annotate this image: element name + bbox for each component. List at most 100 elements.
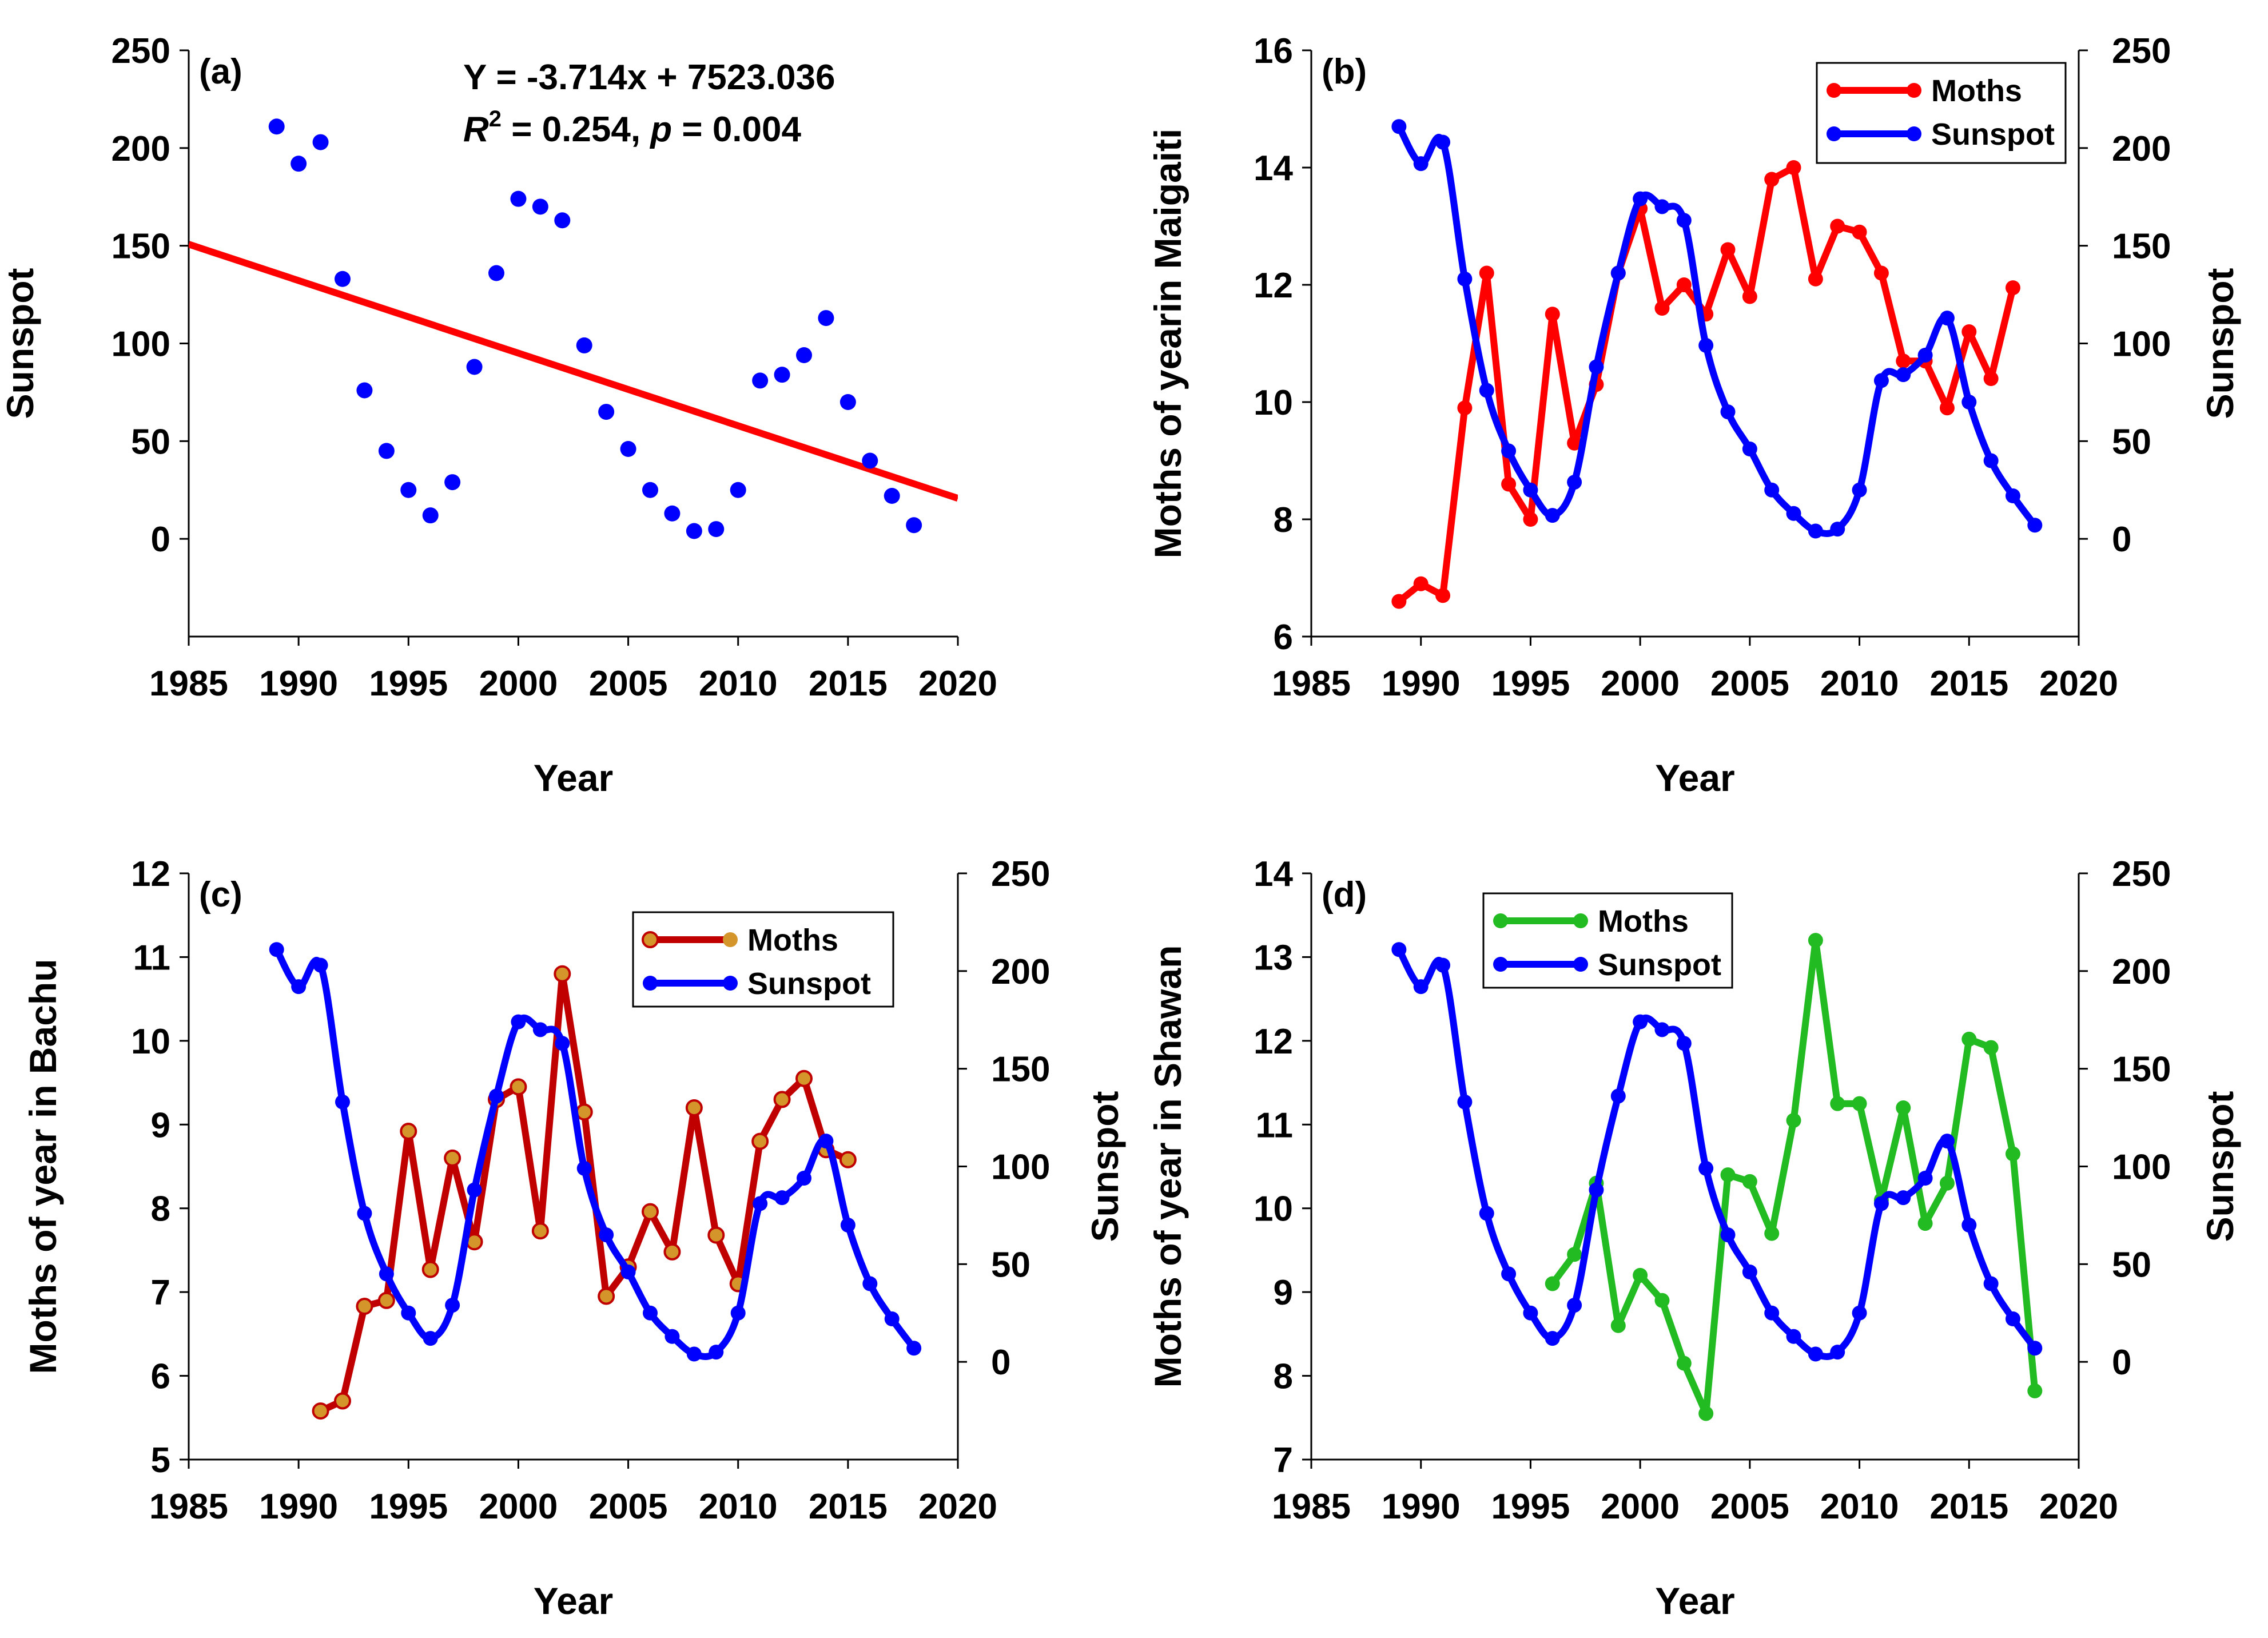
series-point-sunspot <box>1435 134 1451 150</box>
x-tick-label: 2000 <box>1601 1487 1680 1526</box>
legend-marker <box>1493 957 1508 972</box>
legend-marker <box>1827 126 1841 141</box>
series-point-moths <box>1896 1100 1911 1115</box>
y-tick-label: 13 <box>1254 938 1293 977</box>
panel-a: 1985 1990 1995 2000 2005 2010 2015 2020 0 50 100 15… <box>0 31 997 799</box>
scatter-point <box>598 404 615 420</box>
series-point-sunspot <box>1654 199 1670 214</box>
scatter-point <box>356 382 373 399</box>
series-point-sunspot <box>1764 482 1780 498</box>
x-tick-label: 2005 <box>1710 1487 1789 1526</box>
series-point-sunspot <box>643 1305 658 1321</box>
series-point-sunspot <box>1742 1265 1757 1279</box>
x-axis-title: Year <box>1655 757 1734 799</box>
x-tick-label: 1985 <box>149 1487 228 1526</box>
x-tick-label: 1985 <box>1272 664 1351 703</box>
series-point-sunspot <box>445 1298 460 1313</box>
scatter-point <box>620 441 636 457</box>
scatter-point <box>906 517 922 534</box>
scatter-point <box>730 482 746 498</box>
series-point-sunspot <box>1830 1345 1845 1360</box>
y-tick-label: 6 <box>1274 618 1293 657</box>
x-tick-label: 1995 <box>369 664 448 703</box>
series-point-moths <box>1501 476 1517 492</box>
x-tick-label: 2020 <box>918 1487 997 1526</box>
scatter-point <box>862 452 878 469</box>
series-point-moths <box>1610 1318 1626 1333</box>
x-tick-label: 1990 <box>1382 664 1461 703</box>
legend-marker <box>1493 913 1508 928</box>
series-point-moths <box>685 1099 703 1116</box>
y2-tick-label: 250 <box>2112 854 2171 894</box>
legend-label: Sunspot <box>1598 948 1721 982</box>
series-point-moths <box>1545 1276 1560 1291</box>
trend-line <box>189 241 958 502</box>
series-point-sunspot <box>1873 1196 1889 1211</box>
series-point-moths <box>1567 1247 1582 1262</box>
y-tick-label: 11 <box>1255 1106 1293 1145</box>
x-tick-label: 1995 <box>1491 1487 1570 1526</box>
y2-axis-title: Sunspot <box>2199 1091 2241 1242</box>
series-point-sunspot <box>1896 1190 1911 1206</box>
series-point-sunspot <box>1589 359 1604 375</box>
series-point-sunspot <box>1698 1160 1714 1176</box>
x-tick-label: 2015 <box>1929 664 2008 703</box>
series-point-moths <box>751 1132 769 1150</box>
x-tick-label: 2010 <box>699 1487 778 1526</box>
series-point-sunspot <box>774 1190 790 1206</box>
y2-tick-label: 50 <box>2112 422 2151 462</box>
panel-label: (c) <box>199 875 242 915</box>
series-point-sunspot <box>1633 191 1648 206</box>
series-point-moths <box>1633 1267 1648 1283</box>
x-tick-label: 1995 <box>369 1487 448 1526</box>
series-point-moths <box>312 1402 329 1420</box>
y2-tick-label: 150 <box>991 1050 1050 1090</box>
series-point-moths <box>1698 1406 1714 1421</box>
series-point-moths <box>1457 400 1473 416</box>
scatter-point <box>510 190 527 207</box>
series-point-sunspot <box>1983 453 1999 468</box>
series-point-sunspot <box>1961 395 1977 410</box>
legend-label: Sunspot <box>747 967 871 1001</box>
x-tick-label: 2015 <box>1929 1487 2008 1526</box>
scatter-point <box>642 482 658 498</box>
series-point-sunspot <box>1435 957 1451 973</box>
series-point-moths <box>1873 265 1889 281</box>
series-point-moths <box>642 1203 659 1220</box>
y-tick-label: 250 <box>112 31 170 71</box>
y-axis-title: Sunspot <box>0 268 41 419</box>
series-point-moths <box>707 1226 725 1244</box>
scatter-point <box>466 359 483 375</box>
series-point-sunspot <box>906 1341 922 1356</box>
scatter-point <box>422 507 439 524</box>
series-point-sunspot <box>1523 1305 1538 1321</box>
y-tick-label: 50 <box>131 422 170 462</box>
series-point-sunspot <box>532 1022 548 1037</box>
x-tick-label: 2010 <box>699 664 778 703</box>
y-tick-label: 8 <box>151 1190 170 1229</box>
y2-tick-label: 100 <box>2112 325 2171 364</box>
series-point-moths <box>1567 435 1582 451</box>
series-point-moths <box>1983 1040 1999 1055</box>
series-point-sunspot <box>1764 1305 1780 1321</box>
series-point-moths <box>839 1151 857 1168</box>
legend-marker <box>723 976 738 991</box>
legend-label: Sunspot <box>1931 117 2055 152</box>
y-tick-label: 8 <box>1274 1357 1293 1397</box>
series-point-sunspot <box>1545 508 1560 523</box>
series-point-sunspot <box>1501 443 1517 459</box>
scatter-point <box>576 337 592 353</box>
y2-axis-title: Sunspot <box>1084 1091 1126 1242</box>
y-tick-label: 150 <box>112 227 170 267</box>
series-point-sunspot <box>1479 383 1494 398</box>
series-point-sunspot <box>1457 271 1473 287</box>
series-point-moths <box>1676 277 1692 292</box>
series-point-moths <box>663 1243 681 1261</box>
y2-tick-label: 200 <box>2112 129 2171 169</box>
x-tick-label: 2020 <box>2039 664 2118 703</box>
series-point-moths <box>575 1103 593 1121</box>
x-tick-label: 1990 <box>1382 1487 1461 1526</box>
series-point-sunspot <box>599 1227 614 1243</box>
scatter-point <box>708 521 725 538</box>
series-point-moths <box>2027 1383 2043 1398</box>
